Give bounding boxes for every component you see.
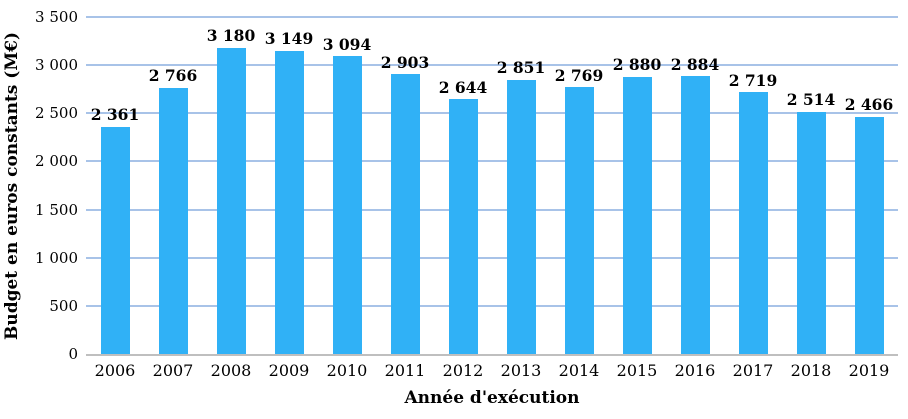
bar-2010 bbox=[332, 56, 362, 354]
bar-value-label: 3 180 bbox=[206, 26, 256, 46]
x-tick-label-2015: 2015 bbox=[616, 361, 658, 380]
bar-2017 bbox=[738, 92, 768, 354]
gridline-2500 bbox=[86, 112, 898, 115]
bar-value-label: 2 514 bbox=[786, 90, 836, 110]
y-tick-label: 500 bbox=[49, 296, 78, 315]
gridline-3000 bbox=[86, 64, 898, 67]
y-tick-label: 1 000 bbox=[35, 248, 78, 267]
y-tick-label: 1 500 bbox=[35, 200, 78, 219]
x-tick-label-2014: 2014 bbox=[558, 361, 600, 380]
bar-column-2011: 2 903 bbox=[376, 17, 434, 354]
bar-value-label: 2 880 bbox=[612, 55, 662, 75]
gridline-500 bbox=[86, 304, 898, 307]
bar-column-2018: 2 514 bbox=[782, 17, 840, 354]
bar-column-2014: 2 769 bbox=[550, 17, 608, 354]
bar-column-2008: 3 180 bbox=[202, 17, 260, 354]
bar-2016 bbox=[680, 76, 710, 354]
x-tick-label-2007: 2007 bbox=[152, 361, 194, 380]
gridline-1500 bbox=[86, 208, 898, 211]
gridline-2000 bbox=[86, 160, 898, 163]
bar-value-label: 3 094 bbox=[322, 34, 372, 54]
bar-2013 bbox=[506, 79, 536, 354]
bar-value-label: 2 766 bbox=[148, 66, 198, 86]
gridline-1000 bbox=[86, 256, 898, 259]
bar-2011 bbox=[390, 74, 420, 354]
y-tick-label: 2 000 bbox=[35, 152, 78, 171]
y-tick-label: 3 000 bbox=[35, 56, 78, 75]
x-tick-label-2009: 2009 bbox=[268, 361, 310, 380]
y-tick-label: 0 bbox=[68, 345, 78, 363]
bar-2007 bbox=[158, 87, 188, 354]
bar-column-2017: 2 719 bbox=[724, 17, 782, 354]
x-tick-label-2006: 2006 bbox=[94, 361, 136, 380]
bar-value-label: 2 644 bbox=[438, 77, 488, 97]
bar-column-2010: 3 094 bbox=[318, 17, 376, 354]
bar-2014 bbox=[564, 87, 594, 354]
bar-column-2012: 2 644 bbox=[434, 17, 492, 354]
bar-2018 bbox=[796, 111, 826, 354]
plot-area: 2 361 2 766 3 180 3 149 3 094 2 903 2 644 2 851… bbox=[86, 16, 898, 356]
bar-value-label: 2 769 bbox=[554, 65, 604, 85]
x-axis-tick-labels: 2006 2007 2008 2009 2010 2011 2012 2013 2014 2015… bbox=[86, 361, 898, 380]
bar-value-label: 2 361 bbox=[90, 105, 140, 125]
x-tick-label-2013: 2013 bbox=[500, 361, 542, 380]
y-tick-label: 3 500 bbox=[35, 8, 78, 26]
bar-column-2006: 2 361 bbox=[86, 17, 144, 354]
bar-value-label: 2 719 bbox=[728, 70, 778, 90]
x-tick-label-2011: 2011 bbox=[384, 361, 426, 380]
x-tick-label-2016: 2016 bbox=[674, 361, 716, 380]
bar-value-label: 2 884 bbox=[670, 54, 720, 74]
x-tick-label-2012: 2012 bbox=[442, 361, 484, 380]
bar-series: 2 361 2 766 3 180 3 149 3 094 2 903 2 644 2 851… bbox=[86, 17, 898, 354]
bar-2019 bbox=[854, 116, 884, 354]
bar-column-2009: 3 149 bbox=[260, 17, 318, 354]
bar-2008 bbox=[216, 47, 246, 354]
bar-value-label: 2 903 bbox=[380, 52, 430, 72]
bar-2012 bbox=[448, 99, 478, 354]
bar-value-label: 2 851 bbox=[496, 58, 546, 77]
x-tick-label-2019: 2019 bbox=[848, 361, 890, 380]
bar-column-2015: 2 880 bbox=[608, 17, 666, 354]
x-tick-label-2017: 2017 bbox=[732, 361, 774, 380]
y-axis-title-text: Budget en euros constants (M€) bbox=[2, 31, 23, 340]
bar-column-2007: 2 766 bbox=[144, 17, 202, 354]
bar-column-2016: 2 884 bbox=[666, 17, 724, 354]
bar-value-label: 3 149 bbox=[264, 29, 314, 49]
bar-2006 bbox=[100, 126, 130, 354]
x-tick-label-2008: 2008 bbox=[210, 361, 252, 380]
x-axis-title: Année d'exécution bbox=[404, 388, 580, 408]
x-tick-label-2018: 2018 bbox=[790, 361, 832, 380]
bar-column-2013: 2 851 bbox=[492, 17, 550, 354]
bar-2015 bbox=[622, 76, 652, 354]
bar-2009 bbox=[274, 50, 304, 354]
x-tick-label-2010: 2010 bbox=[326, 361, 368, 380]
bar-column-2019: 2 466 bbox=[840, 17, 898, 354]
bar-value-label: 2 466 bbox=[844, 95, 894, 115]
gridline-3500 bbox=[86, 16, 898, 18]
y-tick-label: 2 500 bbox=[35, 104, 78, 123]
